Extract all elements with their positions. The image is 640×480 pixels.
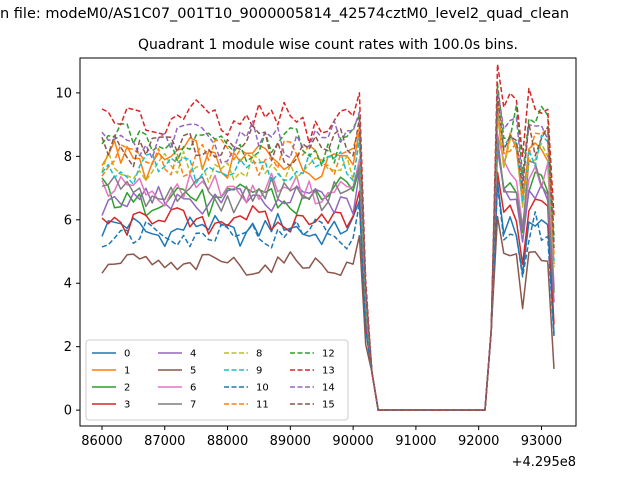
x-tick-label: 88000 bbox=[207, 434, 248, 449]
y-tick-label: 6 bbox=[64, 213, 72, 228]
series-layer bbox=[101, 63, 555, 411]
axes-frame bbox=[79, 57, 577, 427]
file-title: n file: modeM0/AS1C07_001T10_9000005814_… bbox=[0, 6, 570, 22]
legend-label: 9 bbox=[256, 366, 262, 377]
y-tick-label: 0 bbox=[64, 404, 72, 419]
series-line-13 bbox=[101, 63, 555, 411]
x-tick-label: 87000 bbox=[144, 434, 185, 449]
legend-label: 13 bbox=[322, 366, 335, 377]
x-tick-label: 93000 bbox=[521, 434, 562, 449]
x-tick-label: 90000 bbox=[332, 434, 373, 449]
legend-label: 15 bbox=[322, 400, 335, 411]
x-tick-label: 92000 bbox=[458, 434, 499, 449]
legend-label: 10 bbox=[256, 383, 269, 394]
legend-label: 0 bbox=[124, 349, 130, 360]
x-tick-label: 91000 bbox=[395, 434, 436, 449]
y-tick-label: 10 bbox=[55, 86, 72, 101]
legend-label: 2 bbox=[124, 383, 130, 394]
y-tick-label: 8 bbox=[64, 150, 72, 165]
y-tick-label: 4 bbox=[64, 277, 72, 292]
legend-label: 8 bbox=[256, 349, 262, 360]
legend-label: 11 bbox=[256, 400, 269, 411]
legend-label: 4 bbox=[190, 349, 196, 360]
chart-title: Quadrant 1 module wise count rates with … bbox=[138, 37, 518, 53]
legend-label: 7 bbox=[190, 400, 196, 411]
series-line-10 bbox=[101, 184, 555, 411]
x-offset-label: +4.295e8 bbox=[512, 455, 576, 470]
legend-label: 3 bbox=[124, 400, 130, 411]
legend-label: 6 bbox=[190, 383, 196, 394]
legend-label: 14 bbox=[322, 383, 335, 394]
legend-label: 5 bbox=[190, 366, 196, 377]
series-line-15 bbox=[101, 95, 555, 411]
x-tick-label: 89000 bbox=[270, 434, 311, 449]
x-tick-label: 86000 bbox=[81, 434, 122, 449]
legend-label: 1 bbox=[124, 366, 130, 377]
y-tick-label: 2 bbox=[64, 340, 72, 355]
series-line-11 bbox=[101, 101, 555, 411]
legend-label: 12 bbox=[322, 349, 335, 360]
legend-frame bbox=[85, 339, 349, 421]
ticks-layer: 86000 87000 88000 89000 90000 91000 92000 93000… bbox=[55, 86, 576, 470]
